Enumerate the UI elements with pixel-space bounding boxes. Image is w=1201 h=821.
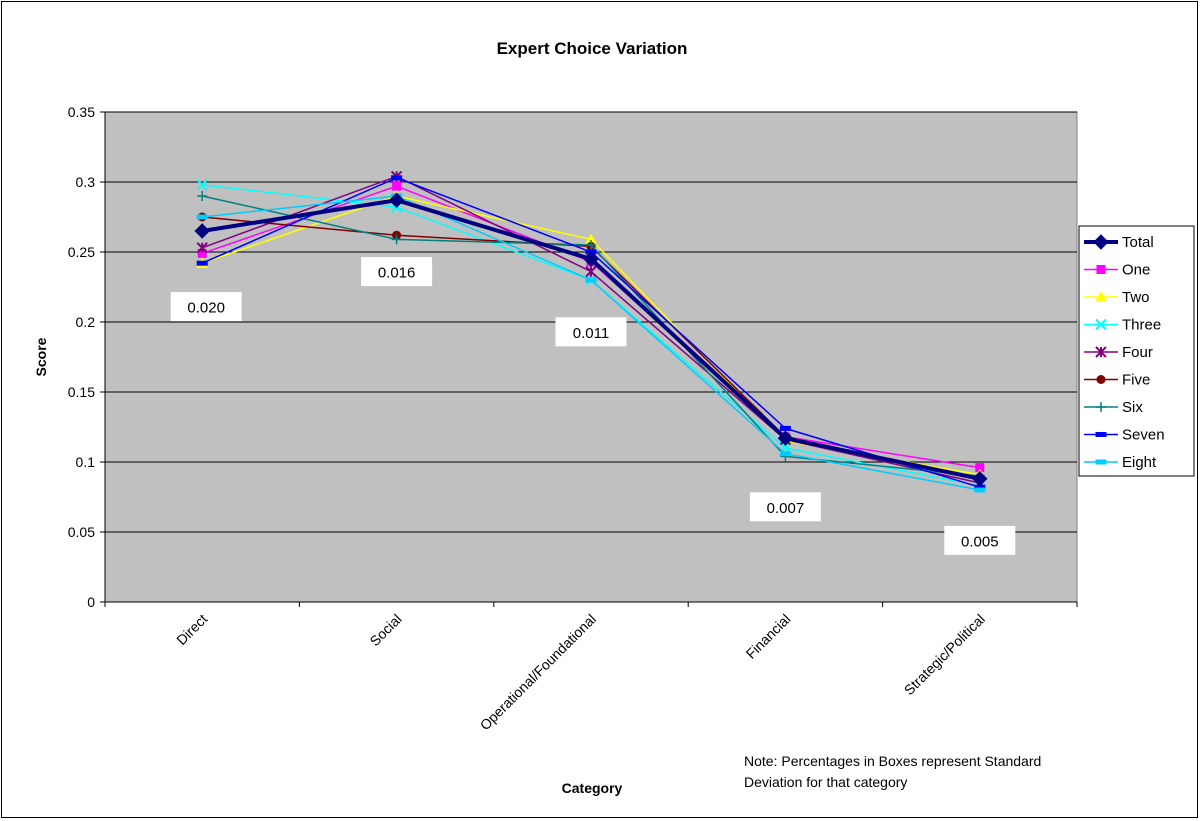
note: Note: Percentages in Boxes represent Sta… bbox=[744, 753, 1041, 790]
data-point bbox=[194, 223, 210, 239]
x-axis-ticks: Direct Social Operational/Foundational Fina… bbox=[104, 602, 1078, 733]
data-point bbox=[583, 251, 599, 267]
legend-item-two: Two bbox=[1084, 289, 1150, 306]
y-tick-label: 0.2 bbox=[76, 314, 96, 330]
std-dev-label: 0.016 bbox=[378, 265, 416, 282]
legend-item-total: Total bbox=[1084, 234, 1154, 251]
legend-label: Five bbox=[1122, 372, 1150, 389]
y-tick-label: 0.35 bbox=[68, 104, 95, 120]
std-dev-box: 0.016 bbox=[361, 257, 433, 287]
data-point bbox=[1096, 375, 1106, 384]
y-tick-label: 0.15 bbox=[68, 384, 95, 400]
x-tick-label: Financial bbox=[743, 611, 794, 662]
data-point bbox=[392, 181, 402, 191]
legend-item-four: Four bbox=[1084, 344, 1153, 361]
data-point bbox=[972, 471, 988, 487]
plot-area bbox=[104, 111, 1078, 603]
legend-item-eight: Eight bbox=[1084, 454, 1157, 471]
legend-item-six: Six bbox=[1084, 399, 1143, 416]
data-point bbox=[196, 214, 208, 220]
data-point bbox=[1096, 402, 1106, 412]
data-point bbox=[974, 487, 986, 493]
data-point bbox=[779, 425, 791, 431]
legend-label: Three bbox=[1122, 317, 1161, 334]
data-point bbox=[1095, 346, 1107, 358]
y-tick-label: 0 bbox=[87, 594, 95, 610]
data-point bbox=[777, 430, 794, 446]
data-point bbox=[391, 234, 402, 245]
y-axis-title: Score bbox=[33, 337, 49, 376]
x-tick-label: Strategic/Political bbox=[901, 611, 988, 698]
legend: Total One Two Three Four Five Six Seven Eight bbox=[1078, 225, 1195, 477]
legend-item-five: Five bbox=[1084, 372, 1150, 389]
data-point bbox=[1095, 432, 1107, 437]
axes bbox=[104, 112, 1077, 603]
data-point bbox=[1095, 459, 1107, 465]
legend-label: One bbox=[1122, 262, 1150, 279]
annotation-layer: 0.020 0.016 0.011 0.007 0.005 bbox=[170, 257, 1016, 555]
legend-item-three: Three bbox=[1084, 317, 1161, 334]
legend-item-seven: Seven bbox=[1084, 427, 1165, 444]
std-dev-box: 0.005 bbox=[944, 525, 1016, 555]
data-point bbox=[586, 240, 596, 250]
series-total bbox=[194, 192, 988, 487]
std-dev-label: 0.020 bbox=[187, 300, 225, 317]
legend-label: Total bbox=[1122, 234, 1154, 251]
legend-label: Four bbox=[1122, 344, 1153, 361]
data-point bbox=[196, 179, 208, 191]
chart-title: Expert Choice Variation bbox=[497, 39, 688, 58]
legend-label: Six bbox=[1122, 399, 1143, 416]
data-point bbox=[1095, 318, 1107, 331]
x-tick-label: Direct bbox=[173, 611, 210, 648]
legend-label: Seven bbox=[1122, 427, 1165, 444]
x-tick-label: Social bbox=[366, 611, 404, 649]
y-tick-label: 0.1 bbox=[76, 454, 96, 470]
data-point bbox=[1095, 290, 1107, 302]
note-line-2: Deviation for that category bbox=[744, 774, 907, 790]
data-point bbox=[196, 260, 208, 266]
data-point bbox=[196, 242, 208, 254]
std-dev-label: 0.005 bbox=[961, 533, 999, 550]
std-dev-box-bg bbox=[749, 492, 821, 522]
std-dev-label: 0.011 bbox=[573, 325, 609, 342]
data-point bbox=[391, 175, 403, 181]
std-dev-box: 0.007 bbox=[749, 492, 821, 522]
y-tick-label: 0.3 bbox=[76, 174, 96, 190]
y-axis-ticks: 0 0.05 0.1 0.15 0.2 0.25 0.3 0.35 bbox=[68, 104, 105, 610]
std-dev-label: 0.007 bbox=[767, 500, 805, 517]
std-dev-box-bg bbox=[170, 292, 242, 322]
legend-item-one: One bbox=[1084, 262, 1150, 279]
data-point bbox=[1093, 234, 1109, 250]
y-tick-label: 0.05 bbox=[68, 524, 95, 540]
data-point bbox=[388, 192, 405, 208]
data-point bbox=[1096, 265, 1106, 274]
std-dev-box-bg bbox=[944, 525, 1016, 555]
data-point bbox=[779, 451, 791, 457]
data-point bbox=[197, 191, 208, 201]
note-line-1: Note: Percentages in Boxes represent Sta… bbox=[744, 753, 1041, 769]
data-point bbox=[585, 277, 597, 283]
std-dev-box-bg bbox=[361, 257, 433, 287]
y-tick-label: 0.25 bbox=[68, 244, 95, 260]
x-axis-title: Category bbox=[562, 780, 623, 796]
data-point bbox=[585, 265, 597, 278]
std-dev-box-bg bbox=[555, 317, 627, 347]
std-dev-box: 0.020 bbox=[170, 292, 242, 322]
series-layer bbox=[194, 170, 988, 493]
x-tick-label: Operational/Foundational bbox=[477, 611, 599, 733]
legend-label: Eight bbox=[1122, 454, 1157, 471]
legend-label: Two bbox=[1122, 289, 1150, 306]
std-dev-box: 0.011 bbox=[555, 317, 627, 347]
